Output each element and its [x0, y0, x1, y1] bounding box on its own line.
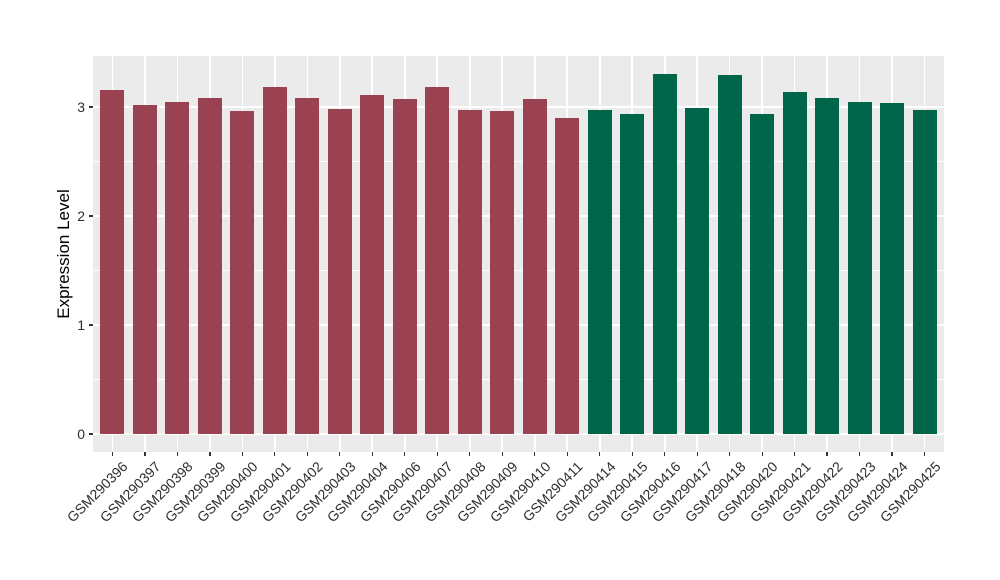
bar	[815, 98, 840, 434]
bar	[230, 111, 255, 434]
x-axis-tick	[793, 452, 796, 456]
bar	[392, 99, 417, 434]
bar	[717, 75, 742, 434]
x-axis-tick	[274, 452, 276, 456]
gridline-minor-horizontal	[93, 161, 944, 162]
bar	[880, 102, 905, 434]
bar	[685, 108, 710, 434]
gridline-major-horizontal	[93, 215, 944, 217]
x-axis-tick	[891, 452, 893, 456]
bar	[327, 109, 352, 434]
x-axis-tick	[858, 452, 861, 456]
bar	[197, 98, 222, 434]
y-axis-tick	[88, 324, 93, 326]
bar	[555, 117, 580, 434]
y-axis-tick	[88, 433, 93, 435]
x-axis-tick	[729, 452, 731, 456]
bar	[522, 99, 547, 434]
bar	[750, 113, 775, 434]
x-axis-tick	[209, 452, 211, 456]
x-axis-tick	[501, 452, 503, 456]
plot-panel	[93, 56, 944, 452]
bar	[457, 110, 482, 434]
x-axis-tick	[306, 452, 308, 456]
x-axis-tick	[826, 452, 828, 456]
gridline-major-horizontal	[93, 324, 944, 326]
x-axis-tick	[176, 452, 179, 456]
y-axis-tick	[88, 106, 93, 108]
x-axis-tick	[696, 452, 698, 456]
bar	[912, 110, 937, 434]
x-axis-tick	[404, 452, 406, 456]
bar	[620, 113, 645, 434]
y-tick-label: 1	[77, 317, 85, 333]
bar	[652, 74, 677, 434]
bar	[847, 101, 872, 434]
bar	[782, 91, 807, 434]
x-axis-tick	[923, 452, 926, 456]
y-tick-label: 3	[77, 99, 85, 115]
gridline-minor-horizontal	[93, 270, 944, 271]
x-axis-tick	[469, 452, 471, 456]
x-axis-tick	[111, 452, 114, 456]
gridline-major-horizontal	[93, 433, 944, 435]
bar	[360, 95, 385, 434]
x-axis-tick	[761, 452, 763, 456]
x-axis-tick	[371, 452, 373, 456]
y-tick-label: 2	[77, 208, 85, 224]
bar	[262, 87, 287, 434]
x-axis-tick	[664, 452, 666, 456]
x-axis-tick	[339, 452, 341, 456]
x-axis-tick	[436, 452, 438, 456]
bar	[587, 110, 612, 434]
x-axis-tick	[534, 452, 536, 456]
x-axis-tick	[566, 452, 568, 456]
gridline-minor-horizontal	[93, 379, 944, 380]
gridline-major-horizontal	[93, 106, 944, 108]
bar	[165, 101, 190, 434]
bar	[295, 98, 320, 434]
x-axis-tick	[599, 452, 601, 456]
bar	[100, 89, 125, 434]
x-axis-tick	[241, 452, 243, 456]
bar	[425, 87, 450, 434]
x-axis-tick	[631, 452, 633, 456]
x-axis-tick	[144, 452, 146, 456]
y-axis-tick	[88, 215, 93, 217]
bar	[132, 104, 157, 434]
bar	[490, 111, 515, 434]
y-tick-label: 0	[77, 426, 85, 442]
